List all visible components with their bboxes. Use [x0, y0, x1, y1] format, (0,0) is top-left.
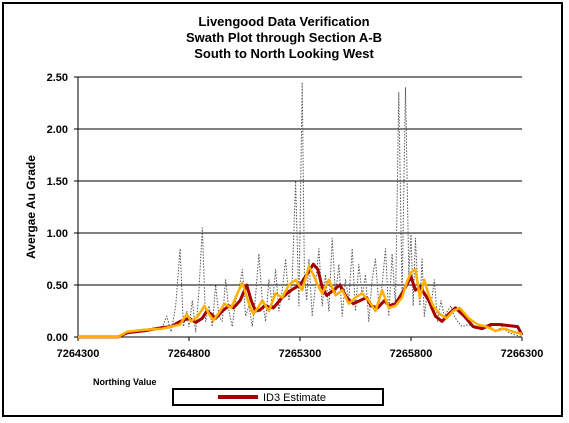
x-tick-label-4: 7266300 [501, 348, 544, 360]
legend: ID3 Estimate [172, 388, 384, 406]
gridlines [78, 76, 522, 286]
y-tick-label-3: 1.50 [47, 176, 68, 188]
y-tick-label-1: 0.50 [47, 280, 68, 292]
x-axis-title: Northing Value [93, 377, 157, 387]
y-tick-label-5: 2.50 [47, 72, 68, 84]
title-line-2: Swath Plot through Section A-B [186, 30, 382, 45]
series-orange-line [78, 265, 523, 339]
y-tick-labels: 0.00 0.50 1.00 1.50 2.00 2.50 [47, 72, 68, 344]
series-id3-estimate-line [78, 262, 524, 339]
y-axis-title: Avergae Au Grade [24, 155, 38, 259]
x-tick-label-2: 7265300 [279, 348, 322, 360]
x-tick-labels: 7264300 7264800 7265300 7265800 7266300 [57, 348, 544, 360]
legend-label-id3: ID3 Estimate [263, 392, 326, 404]
title-line-1: Livengood Data Verification [198, 14, 369, 29]
y-tick-label-2: 1.00 [47, 228, 68, 240]
x-tick-label-0: 7264300 [57, 348, 100, 360]
chart-frame [2, 2, 563, 417]
axes [74, 76, 523, 341]
series-lines [78, 81, 524, 339]
y-tick-label-0: 0.00 [47, 332, 68, 344]
series-dotted-line [78, 81, 523, 338]
y-tick-label-4: 2.00 [47, 124, 68, 136]
legend-box [172, 388, 384, 406]
chart-title: Livengood Data Verification Swath Plot t… [186, 14, 382, 61]
title-line-3: South to North Looking West [194, 46, 374, 61]
x-tick-label-1: 7264800 [168, 348, 211, 360]
x-tick-label-3: 7265800 [390, 348, 433, 360]
